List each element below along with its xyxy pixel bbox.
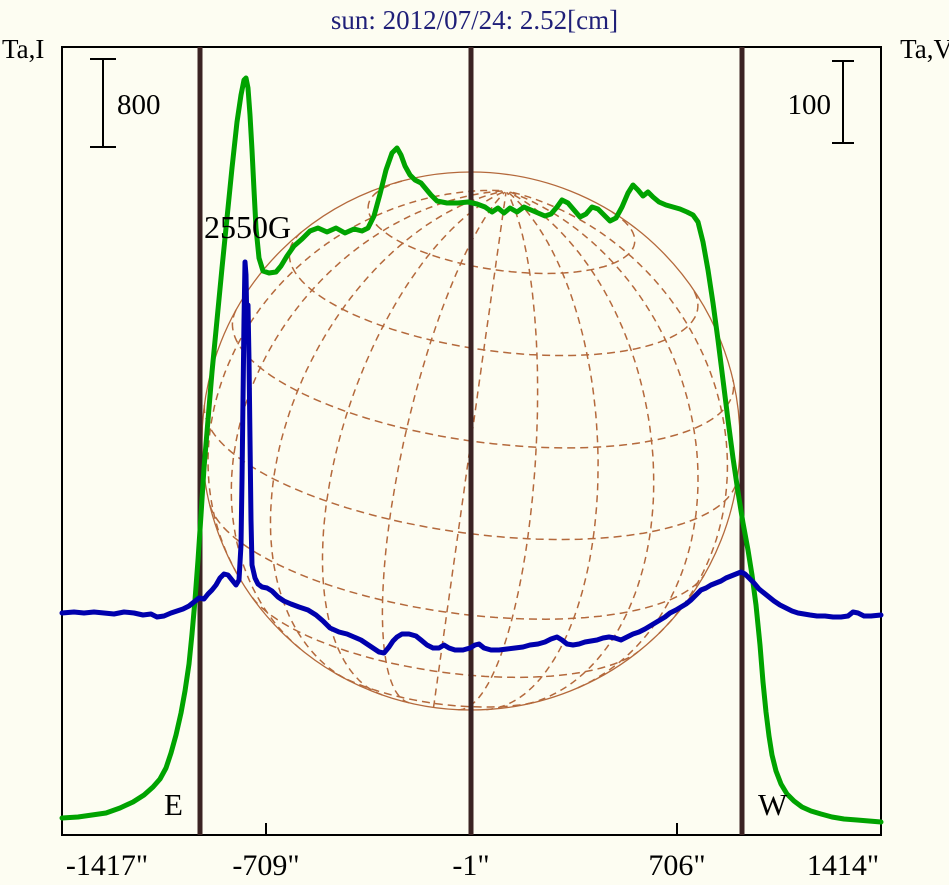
- sun-grid-meridian: [207, 189, 502, 575]
- left-axis-label: Ta,I: [2, 34, 45, 64]
- ta-i-curve: [59, 75, 884, 825]
- sun-grid-parallel: [367, 180, 636, 275]
- west-limb-label: W: [758, 787, 788, 822]
- ta-v-curve: [59, 259, 884, 656]
- sun-grid-meridian: [486, 191, 599, 711]
- sun-grid-meridian: [381, 191, 506, 704]
- sun-grid-meridian: [230, 190, 503, 650]
- sun-grid-meridian: [432, 192, 507, 708]
- plot-title: sun: 2012/07/24: 2.52[cm]: [330, 5, 619, 35]
- sun-grid-parallel: [231, 309, 735, 449]
- east-limb-label: E: [164, 787, 183, 822]
- sun-grid-meridian: [321, 191, 505, 696]
- sun-grid-meridian: [458, 192, 539, 711]
- sun-grid-meridian: [508, 191, 655, 705]
- x-tick-label: 1414": [806, 849, 880, 882]
- right-scale-bar-label: 100: [787, 89, 832, 121]
- sun-grid-meridian: [269, 190, 503, 679]
- sun-grid-parallel: [288, 231, 699, 357]
- right-axis-label: Ta,V: [900, 34, 949, 64]
- left-scale-bar-label: 800: [117, 89, 161, 121]
- sun-grid-meridian: [510, 191, 729, 635]
- x-tick-label: -1": [452, 849, 490, 882]
- sun-grid-parallel: [203, 405, 738, 541]
- magnetic-field-annotation: 2550G: [204, 209, 292, 245]
- sun-grid-meridian: [509, 191, 699, 689]
- sun-grid-parallel: [251, 597, 639, 679]
- sun-grid-parallel: [335, 672, 538, 708]
- x-tick-label: -709": [232, 849, 300, 882]
- x-tick-label: -1417": [65, 849, 149, 882]
- x-tick-label: 706": [648, 849, 706, 882]
